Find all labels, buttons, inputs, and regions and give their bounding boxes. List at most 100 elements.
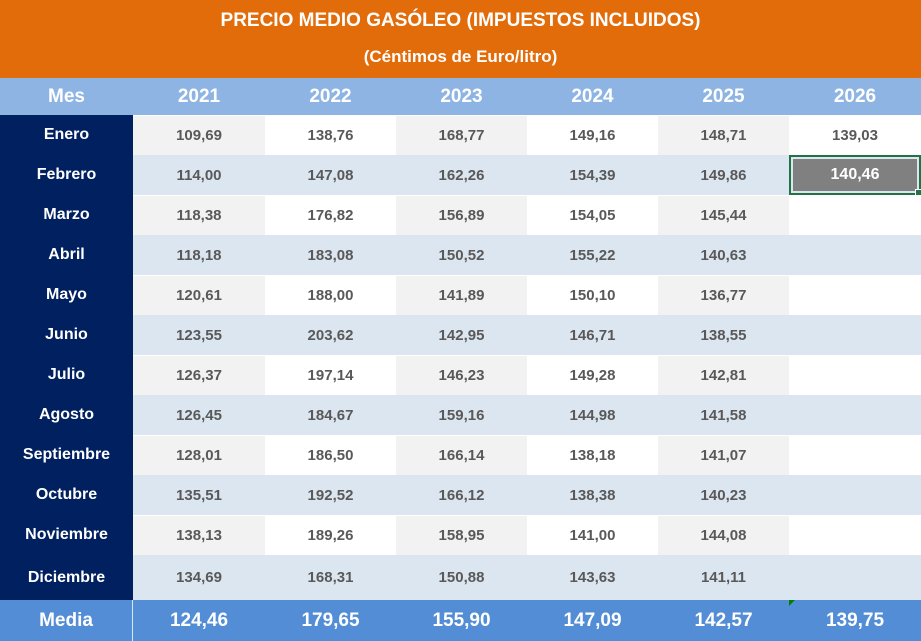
month-label[interactable]: Octubre [0,475,133,515]
price-cell-2025[interactable]: 138,55 [658,315,789,355]
price-cell-2026[interactable] [789,435,921,475]
price-cell-2021[interactable]: 126,37 [133,355,265,395]
month-label[interactable]: Mayo [0,275,133,315]
price-cell-2024[interactable]: 150,10 [527,275,658,315]
month-label[interactable]: Diciembre [0,555,133,600]
price-cell-2024[interactable]: 143,63 [527,555,658,600]
month-label[interactable]: Abril [0,235,133,275]
price-cell-2021[interactable]: 128,01 [133,435,265,475]
price-cell-2026[interactable] [789,395,921,435]
price-cell-2021[interactable]: 109,69 [133,115,265,155]
selected-cell[interactable]: 140,46 [789,155,921,196]
price-cell-2025[interactable]: 140,23 [658,475,789,515]
month-label[interactable]: Agosto [0,395,133,435]
price-cell-2024[interactable]: 154,39 [527,155,658,195]
price-cell-2022[interactable]: 186,50 [265,435,396,475]
price-cell-2025[interactable]: 141,07 [658,435,789,475]
price-cell-2024[interactable]: 149,16 [527,115,658,155]
footer-cell-2025[interactable]: 142,57 [694,609,753,631]
footer-cell-2022[interactable]: 179,65 [301,609,360,631]
price-cell-2024[interactable]: 149,28 [527,355,658,395]
price-cell-2024[interactable]: 138,38 [527,475,658,515]
header-cell-2024[interactable]: 2024 [571,85,614,107]
price-cell-2024[interactable]: 144,98 [527,395,658,435]
footer-cell-2026[interactable]: 139,75 [825,609,885,631]
month-label[interactable]: Enero [0,115,133,155]
price-cell-2025[interactable]: 142,81 [658,355,789,395]
footer-cell-2024[interactable]: 147,09 [563,609,622,631]
price-cell-2024[interactable]: 141,00 [527,515,658,555]
price-cell-2021[interactable]: 126,45 [133,395,265,435]
price-cell-2023[interactable]: 158,95 [396,515,527,555]
price-cell-2023[interactable]: 150,88 [396,555,527,600]
price-cell-2022[interactable]: 183,08 [265,235,396,275]
price-cell-2025[interactable]: 149,86 [658,155,789,195]
price-cell-2024[interactable]: 146,71 [527,315,658,355]
table-row: Febrero 114,00 147,08 162,26 154,39 149,86 140… [0,155,921,196]
footer-label[interactable]: Media [0,600,133,641]
price-cell-2024[interactable]: 138,18 [527,435,658,475]
header-cell-2023[interactable]: 2023 [440,85,483,107]
price-cell-2023[interactable]: 141,89 [396,275,527,315]
footer-cell-2021[interactable]: 124,46 [169,609,229,631]
price-cell-2021[interactable]: 118,18 [133,235,265,275]
price-cell-2023[interactable]: 142,95 [396,315,527,355]
price-cell-2025[interactable]: 148,71 [658,115,789,155]
price-cell-2022[interactable]: 189,26 [265,515,396,555]
price-cell-2026[interactable] [789,555,921,600]
price-cell-2025[interactable]: 141,58 [658,395,789,435]
price-cell-2023[interactable]: 150,52 [396,235,527,275]
price-cell-2021[interactable]: 114,00 [133,155,265,195]
month-label[interactable]: Febrero [0,155,133,195]
price-cell-2021[interactable]: 120,61 [133,275,265,315]
price-cell-2025[interactable]: 136,77 [658,275,789,315]
price-cell-2025[interactable]: 140,63 [658,235,789,275]
price-cell-2024[interactable]: 154,05 [527,195,658,235]
price-cell-2026[interactable] [789,515,921,555]
price-cell-2026[interactable] [789,195,921,235]
month-label[interactable]: Junio [0,315,133,355]
month-label[interactable]: Marzo [0,195,133,235]
month-label[interactable]: Septiembre [0,435,133,475]
price-cell-2023[interactable]: 159,16 [396,395,527,435]
price-cell-2021[interactable]: 123,55 [133,315,265,355]
price-cell-2025[interactable]: 141,11 [658,555,789,600]
price-cell-2022[interactable]: 197,14 [265,355,396,395]
price-cell-2025[interactable]: 145,44 [658,195,789,235]
month-label[interactable]: Julio [0,355,133,395]
price-cell-2021[interactable]: 138,13 [133,515,265,555]
price-cell-2023[interactable]: 156,89 [396,195,527,235]
header-cell-2021[interactable]: 2021 [177,85,221,107]
price-cell-2023[interactable]: 166,14 [396,435,527,475]
price-cell-2023[interactable]: 146,23 [396,355,527,395]
table-row: Octubre 135,51 192,52 166,12 138,38 140,23 [0,475,921,515]
price-cell-2021[interactable]: 134,69 [133,555,265,600]
header-cell-2022[interactable]: 2022 [309,85,352,107]
price-cell-2025[interactable]: 144,08 [658,515,789,555]
price-cell-2022[interactable]: 168,31 [265,555,396,600]
price-cell-2022[interactable]: 176,82 [265,195,396,235]
price-cell-2024[interactable]: 155,22 [527,235,658,275]
price-cell-2023[interactable]: 162,26 [396,155,527,195]
price-cell-2026[interactable] [789,235,921,275]
price-cell-2022[interactable]: 184,67 [265,395,396,435]
price-cell-2026[interactable] [789,275,921,315]
header-cell-mes[interactable]: Mes [48,85,85,107]
price-cell-2022[interactable]: 192,52 [265,475,396,515]
price-cell-2021[interactable]: 135,51 [133,475,265,515]
header-cell-2026[interactable]: 2026 [833,85,877,107]
price-cell-2023[interactable]: 166,12 [396,475,527,515]
price-cell-2021[interactable]: 118,38 [133,195,265,235]
header-cell-2025[interactable]: 2025 [702,85,745,107]
price-cell-2022[interactable]: 138,76 [265,115,396,155]
month-label[interactable]: Noviembre [0,515,133,555]
price-cell-2023[interactable]: 168,77 [396,115,527,155]
price-cell-2026[interactable] [789,475,921,515]
price-cell-2022[interactable]: 188,00 [265,275,396,315]
price-cell-2026[interactable] [789,315,921,355]
price-cell-2022[interactable]: 147,08 [265,155,396,195]
price-cell-2026[interactable] [789,355,921,395]
price-cell-2026[interactable]: 139,03 [789,115,921,155]
price-cell-2022[interactable]: 203,62 [265,315,396,355]
footer-cell-2023[interactable]: 155,90 [432,609,491,631]
